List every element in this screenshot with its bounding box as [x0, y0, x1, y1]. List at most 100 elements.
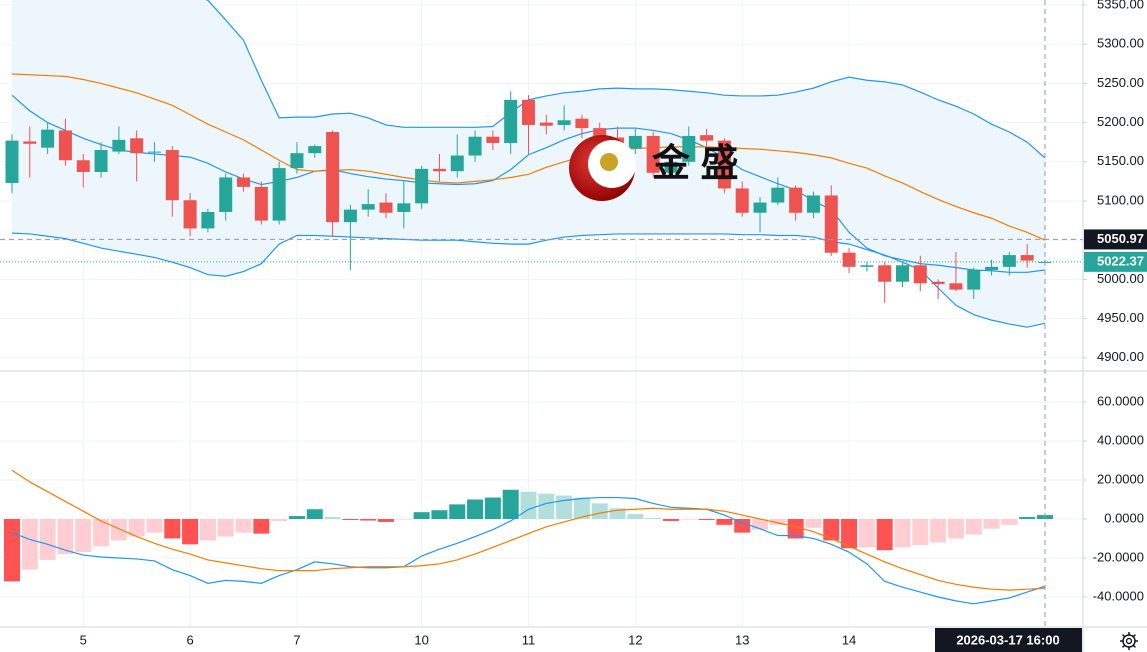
candle-body — [682, 135, 696, 162]
x-tick-label: 10 — [414, 632, 428, 647]
candle-body — [308, 146, 322, 154]
histogram-bar — [306, 509, 323, 519]
x-tick-label: 5 — [80, 632, 87, 647]
histogram-bar — [965, 518, 982, 535]
histogram-bar — [21, 518, 38, 570]
candle-body — [824, 195, 838, 253]
candle-body — [789, 187, 803, 213]
y-tick-label: -20.0000 — [1093, 549, 1144, 564]
histogram-bar — [502, 489, 519, 519]
x-tick-label: 13 — [735, 632, 749, 647]
candle-body — [593, 128, 607, 138]
candle-body — [237, 177, 251, 187]
candle-body — [504, 99, 518, 143]
x-tick-label: 7 — [293, 632, 300, 647]
histogram-bar — [395, 518, 412, 520]
histogram-bar — [716, 518, 733, 525]
crosshair-price-badge — [1084, 229, 1147, 250]
candle-body — [539, 122, 553, 126]
histogram-bar — [75, 518, 92, 553]
y-tick-label: 4900.00 — [1097, 349, 1144, 364]
histogram-bar — [662, 518, 679, 521]
candle-body — [521, 99, 535, 125]
candle-body — [201, 211, 215, 229]
candle-body — [272, 168, 286, 221]
histogram-bar — [752, 518, 769, 530]
y-tick-label: 5200.00 — [1097, 114, 1144, 129]
logo-ball — [600, 153, 618, 171]
histogram-bar — [787, 518, 804, 539]
macd-line — [11, 469, 1046, 591]
histogram-bar — [609, 508, 626, 519]
candle-body — [664, 161, 678, 173]
histogram-bar — [324, 517, 341, 519]
macd-pane — [4, 469, 1053, 605]
y-tick-label: 5300.00 — [1097, 36, 1144, 51]
candle-body — [842, 252, 856, 267]
candle-body — [130, 138, 144, 154]
histogram-bar — [912, 518, 929, 545]
candle-body — [557, 120, 571, 125]
candle-body — [76, 160, 90, 172]
candle-body — [717, 140, 731, 189]
histogram-bar — [645, 518, 662, 519]
settings-icon[interactable] — [1120, 632, 1138, 650]
histogram-bar — [128, 518, 145, 537]
candle-body — [878, 265, 892, 282]
y-tick-label: 40.0000 — [1097, 432, 1144, 447]
candle-body — [628, 135, 642, 149]
histogram-bar — [734, 518, 751, 533]
candle-body — [1020, 255, 1034, 261]
candle-body — [41, 129, 55, 148]
histogram-bar — [591, 503, 608, 519]
crosshair-time-label: 2026-03-17 16:00 — [956, 632, 1059, 647]
candle-body — [254, 186, 268, 221]
candle-body — [486, 136, 500, 143]
candle-body — [432, 168, 446, 172]
y-tick-label: 5150.00 — [1097, 153, 1144, 168]
histogram-bar — [235, 518, 252, 533]
watermark-text: 金 盛 — [651, 142, 739, 185]
candle-body — [361, 204, 375, 210]
candle-body — [771, 187, 785, 203]
candle-body — [165, 150, 179, 201]
histogram-bar — [182, 518, 199, 545]
histogram-bar — [217, 518, 234, 537]
candle-body — [575, 118, 589, 129]
x-tick-label: 11 — [522, 632, 536, 647]
candle-body — [343, 209, 357, 223]
histogram-bar — [110, 518, 127, 541]
histogram-bar — [1019, 517, 1036, 519]
histogram-bar — [93, 518, 110, 547]
candle-body — [468, 136, 482, 156]
last-price-label: 5022.37 — [1097, 253, 1144, 268]
histogram-bar — [1001, 518, 1018, 525]
histogram-bar — [164, 518, 181, 539]
candle-body — [967, 269, 981, 290]
y-tick-label: 4950.00 — [1097, 310, 1144, 325]
y-tick-label: 5000.00 — [1097, 271, 1144, 286]
histogram-bar — [199, 518, 216, 541]
histogram-bar — [698, 518, 715, 520]
candle-body — [753, 202, 767, 213]
histogram-bar — [520, 491, 537, 519]
x-tick-label: 14 — [842, 632, 856, 647]
candle-body — [379, 202, 393, 213]
candle-body — [112, 139, 126, 152]
candle-body — [806, 195, 820, 213]
histogram-bar — [342, 518, 359, 520]
bollinger-band-fill — [12, 0, 1045, 328]
crosshair-price-label: 5050.97 — [1097, 231, 1144, 246]
candle-body — [450, 155, 464, 172]
candle-body — [646, 135, 660, 173]
candle-body — [326, 132, 340, 223]
histogram-bar — [360, 518, 377, 521]
gear-hub — [1125, 637, 1133, 645]
histogram-bar — [805, 518, 822, 528]
y-tick-label: 0.0000 — [1104, 510, 1144, 525]
histogram-bar — [823, 518, 840, 541]
candle-body — [700, 135, 714, 141]
histogram-bar — [288, 516, 305, 519]
